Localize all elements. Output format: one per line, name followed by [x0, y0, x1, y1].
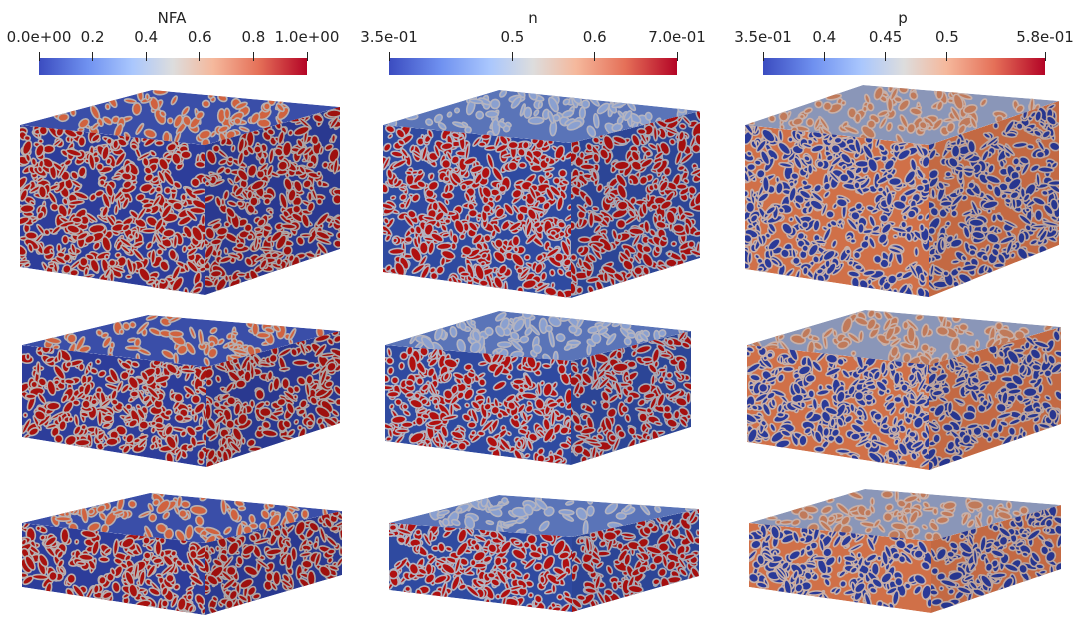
n-colorbar: n 3.5e-01 0.5 0.6 7.0e-01	[359, 0, 718, 80]
colorbar-tick	[511, 52, 513, 61]
panel-nfa: NFA 0.0e+00 0.2 0.4 0.6 0.8 1.0e+00	[0, 0, 359, 624]
nfa-slab-2	[22, 315, 340, 467]
colorbar-tick-label: 3.5e-01	[360, 28, 418, 46]
colorbar-tick-label: 5.8e-01	[1016, 28, 1074, 46]
colorbar-tick	[145, 52, 147, 61]
colorbar-tick	[199, 52, 201, 61]
n-colorbar-title: n	[528, 9, 538, 27]
colorbar-tick	[252, 52, 254, 61]
nfa-colorbar-title: NFA	[157, 9, 187, 27]
panel-n: n 3.5e-01 0.5 0.6 7.0e-01	[359, 0, 718, 624]
colorbar-tick-label: 3.5e-01	[734, 28, 792, 46]
p-slab-2	[747, 310, 1061, 470]
nfa-slab-3	[22, 493, 342, 615]
colorbar-tick	[676, 52, 678, 61]
colorbar-tick-label: 0.5	[934, 28, 959, 46]
n-colorbar-gradient	[389, 58, 677, 75]
colorbar-tick	[1044, 52, 1046, 61]
colorbar-tick	[946, 52, 948, 61]
colorbar-tick	[38, 52, 40, 61]
colorbar-tick-label: 0.0e+00	[6, 28, 72, 46]
colorbar-tick	[885, 52, 887, 61]
n-slab-1	[383, 90, 700, 298]
colorbar-tick	[92, 52, 94, 61]
colorbar-tick	[762, 52, 764, 61]
colorbar-tick-label: 7.0e-01	[648, 28, 706, 46]
colorbar-tick-label: 0.6	[187, 28, 212, 46]
panel-p: p 3.5e-01 0.4 0.45 0.5 5.8e-01	[719, 0, 1078, 624]
colorbar-tick-label: 0.2	[80, 28, 105, 46]
colorbar-tick-label: 0.8	[241, 28, 266, 46]
colorbar-tick-label: 0.4	[134, 28, 159, 46]
colorbar-tick-label: 0.6	[582, 28, 607, 46]
colorbar-tick-label: 1.0e+00	[274, 28, 340, 46]
p-slab-3	[749, 489, 1061, 613]
colorbar-tick-label: 0.45	[868, 28, 903, 46]
colorbar-tick	[594, 52, 596, 61]
n-slab-2	[385, 311, 691, 465]
colorbar-tick	[823, 52, 825, 61]
colorbar-tick-label: 0.4	[812, 28, 837, 46]
nfa-colorbar-gradient	[39, 58, 307, 75]
nfa-slab-1	[20, 90, 340, 295]
p-colorbar: p 3.5e-01 0.4 0.45 0.5 5.8e-01	[719, 0, 1078, 80]
colorbar-tick	[306, 52, 308, 61]
nfa-colorbar: NFA 0.0e+00 0.2 0.4 0.6 0.8 1.0e+00	[0, 0, 359, 80]
colorbar-tick-label: 0.5	[500, 28, 525, 46]
p-colorbar-gradient	[763, 58, 1045, 75]
p-slab-1	[745, 85, 1059, 297]
p-colorbar-title: p	[898, 9, 908, 27]
n-slab-3	[389, 495, 699, 612]
colorbar-tick	[388, 52, 390, 61]
